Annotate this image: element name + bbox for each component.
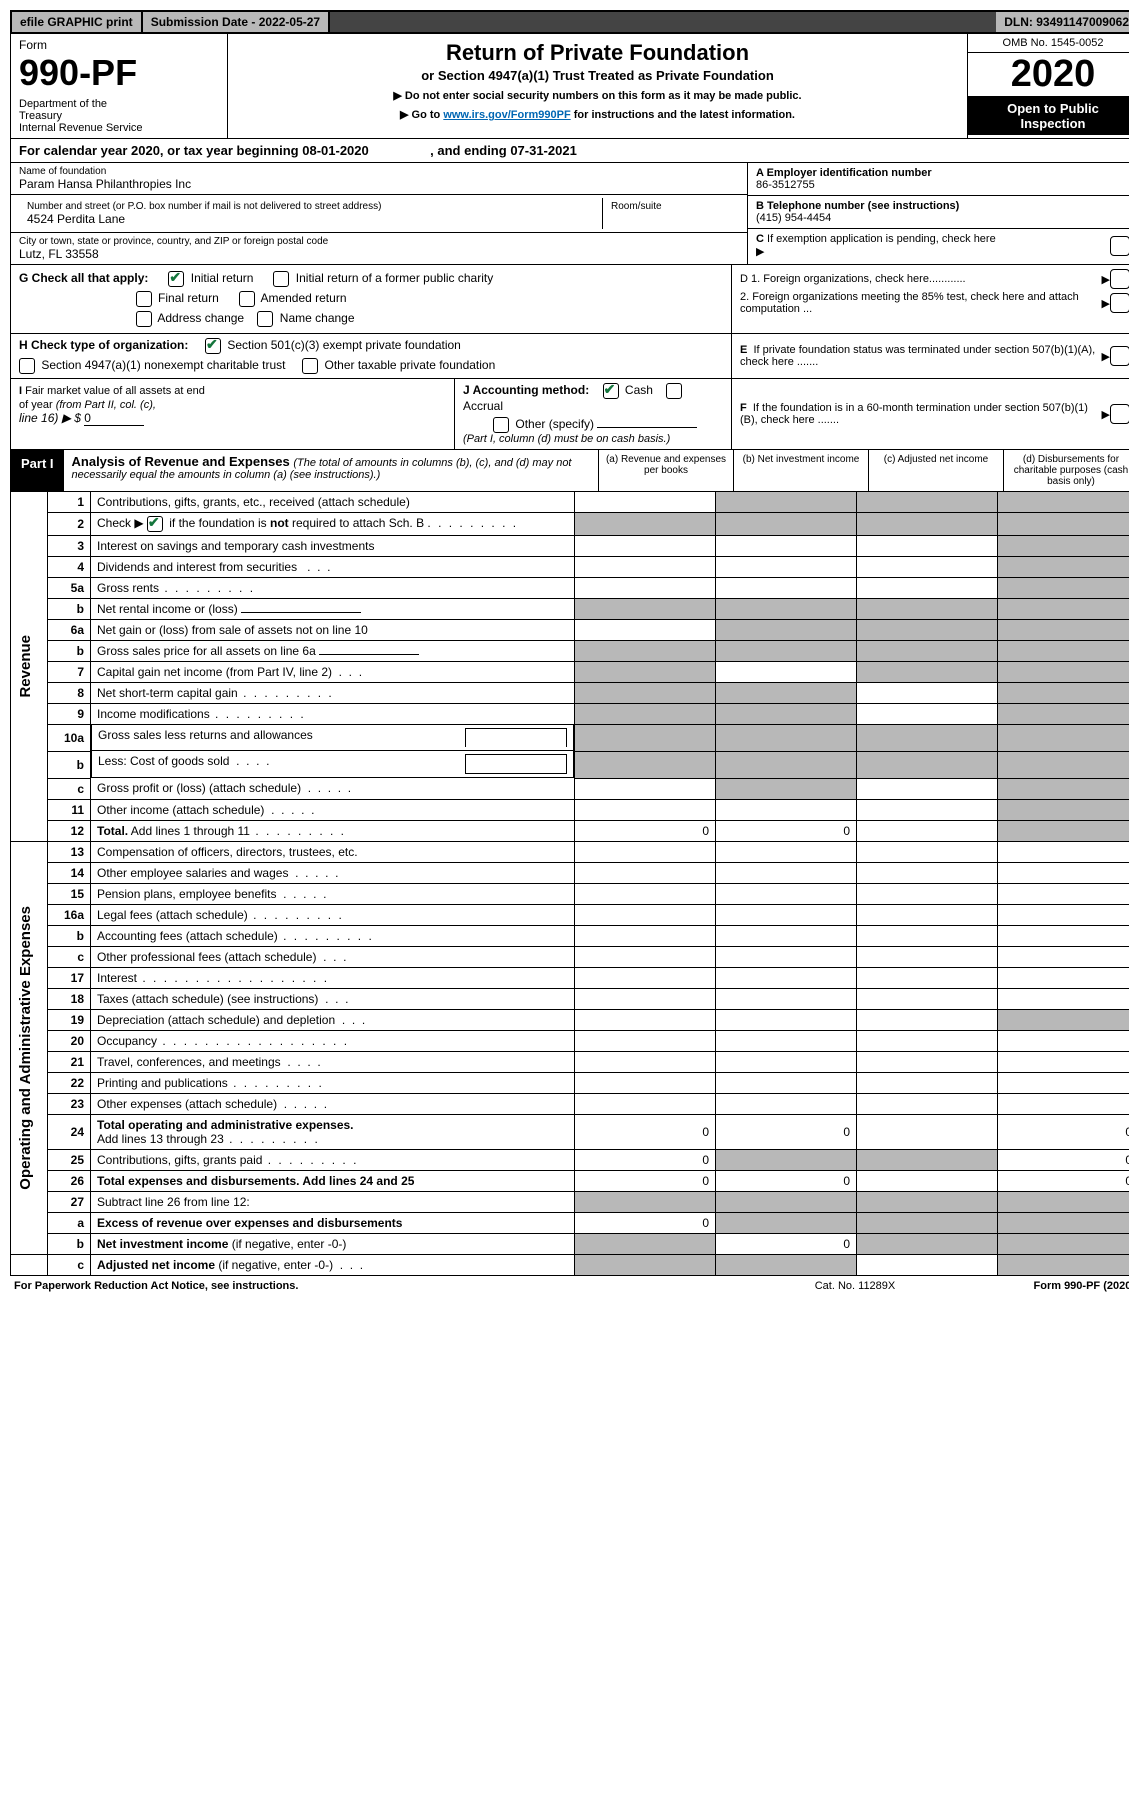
street-address: 4524 Perdita Lane bbox=[27, 212, 594, 226]
col-c-header: (c) Adjusted net income bbox=[868, 450, 1003, 491]
info-block: Name of foundation Param Hansa Philanthr… bbox=[10, 163, 1129, 265]
name-label: Name of foundation bbox=[19, 166, 739, 177]
page-footer: For Paperwork Reduction Act Notice, see … bbox=[10, 1276, 1129, 1296]
part1-label: Part I bbox=[11, 450, 64, 491]
form-title: Return of Private Foundation bbox=[238, 40, 957, 66]
ein-value: 86-3512755 bbox=[756, 179, 815, 191]
name-change-checkbox[interactable] bbox=[257, 311, 273, 327]
other-method-checkbox[interactable] bbox=[493, 417, 509, 433]
phone-value: (415) 954-4454 bbox=[756, 212, 831, 224]
initial-former-checkbox[interactable] bbox=[273, 271, 289, 287]
501c3-checkbox[interactable] bbox=[205, 338, 221, 354]
d-section: D 1. Foreign organizations, check here..… bbox=[731, 265, 1129, 333]
ein-label: A Employer identification number bbox=[756, 167, 932, 179]
other-taxable-checkbox[interactable] bbox=[302, 358, 318, 374]
footer-left: For Paperwork Reduction Act Notice, see … bbox=[14, 1280, 755, 1292]
fmv-value: 0 bbox=[84, 411, 144, 426]
form-instr2: ▶ Go to www.irs.gov/Form990PF for instru… bbox=[238, 108, 957, 121]
h-section: H Check type of organization: Section 50… bbox=[11, 334, 731, 378]
cash-checkbox[interactable] bbox=[603, 383, 619, 399]
dln-number: DLN: 93491147009062 bbox=[996, 12, 1129, 32]
d1-checkbox[interactable] bbox=[1110, 269, 1129, 289]
form-header: Form 990-PF Department of theTreasuryInt… bbox=[10, 34, 1129, 139]
dept-treasury: Department of theTreasuryInternal Revenu… bbox=[19, 98, 219, 134]
revenue-label: Revenue bbox=[17, 635, 34, 698]
form-prefix: Form bbox=[19, 38, 219, 52]
efile-label: efile GRAPHIC print bbox=[12, 12, 143, 32]
submission-date: Submission Date - 2022-05-27 bbox=[143, 12, 330, 32]
i-section: I Fair market value of all assets at end… bbox=[11, 379, 454, 449]
topbar-spacer bbox=[330, 12, 996, 32]
addr-change-checkbox[interactable] bbox=[136, 311, 152, 327]
table-row: Revenue 1Contributions, gifts, grants, e… bbox=[11, 492, 1129, 513]
header-right: OMB No. 1545-0052 2020 Open to PublicIns… bbox=[967, 34, 1129, 138]
initial-return-checkbox[interactable] bbox=[168, 271, 184, 287]
top-bar: efile GRAPHIC print Submission Date - 20… bbox=[10, 10, 1129, 34]
city-state-zip: Lutz, FL 33558 bbox=[19, 247, 739, 261]
phone-label: B Telephone number (see instructions) bbox=[756, 200, 959, 212]
form-instr1: ▶ Do not enter social security numbers o… bbox=[238, 89, 957, 102]
exemption-pending-label: C If exemption application is pending, c… bbox=[756, 233, 1110, 258]
h-e-row: H Check type of organization: Section 50… bbox=[10, 334, 1129, 379]
g-section: G Check all that apply: Initial return I… bbox=[11, 265, 731, 333]
f-checkbox[interactable] bbox=[1110, 404, 1129, 424]
header-left: Form 990-PF Department of theTreasuryInt… bbox=[11, 34, 228, 138]
g-d-row: G Check all that apply: Initial return I… bbox=[10, 265, 1129, 334]
col-a-header: (a) Revenue and expenses per books bbox=[598, 450, 733, 491]
schb-checkbox[interactable] bbox=[147, 516, 163, 532]
foundation-name: Param Hansa Philanthropies Inc bbox=[19, 177, 739, 191]
info-left: Name of foundation Param Hansa Philanthr… bbox=[11, 163, 747, 264]
part1-desc: Analysis of Revenue and Expenses (The to… bbox=[64, 450, 598, 491]
footer-right: Form 990-PF (2020) bbox=[955, 1280, 1129, 1292]
info-right: A Employer identification number 86-3512… bbox=[747, 163, 1129, 264]
f-section: F If the foundation is in a 60-month ter… bbox=[731, 379, 1129, 449]
open-to-public: Open to PublicInspection bbox=[968, 97, 1129, 135]
e-section: E If private foundation status was termi… bbox=[731, 334, 1129, 378]
4947-checkbox[interactable] bbox=[19, 358, 35, 374]
addr-label: Number and street (or P.O. box number if… bbox=[27, 201, 594, 212]
calendar-year-row: For calendar year 2020, or tax year begi… bbox=[10, 139, 1129, 163]
i-j-f-row: I Fair market value of all assets at end… bbox=[10, 379, 1129, 450]
part1-header: Part I Analysis of Revenue and Expenses … bbox=[10, 450, 1129, 492]
form-number: 990-PF bbox=[19, 52, 219, 94]
footer-mid: Cat. No. 11289X bbox=[755, 1280, 955, 1292]
city-label: City or town, state or province, country… bbox=[19, 236, 739, 247]
tax-year: 2020 bbox=[968, 53, 1129, 97]
irs-link[interactable]: www.irs.gov/Form990PF bbox=[443, 109, 570, 121]
d2-checkbox[interactable] bbox=[1110, 293, 1129, 313]
header-center: Return of Private Foundation or Section … bbox=[228, 34, 967, 138]
col-b-header: (b) Net investment income bbox=[733, 450, 868, 491]
main-table: Revenue 1Contributions, gifts, grants, e… bbox=[10, 492, 1129, 1276]
amended-return-checkbox[interactable] bbox=[239, 291, 255, 307]
accrual-checkbox[interactable] bbox=[666, 383, 682, 399]
col-d-header: (d) Disbursements for charitable purpose… bbox=[1003, 450, 1129, 491]
form-subtitle: or Section 4947(a)(1) Trust Treated as P… bbox=[238, 68, 957, 83]
opex-label: Operating and Administrative Expenses bbox=[17, 906, 34, 1190]
exemption-checkbox[interactable] bbox=[1110, 236, 1129, 256]
final-return-checkbox[interactable] bbox=[136, 291, 152, 307]
room-suite-label: Room/suite bbox=[603, 198, 739, 229]
omb-number: OMB No. 1545-0052 bbox=[968, 34, 1129, 53]
e-checkbox[interactable] bbox=[1110, 346, 1129, 366]
j-section: J Accounting method: Cash Accrual Other … bbox=[454, 379, 731, 449]
